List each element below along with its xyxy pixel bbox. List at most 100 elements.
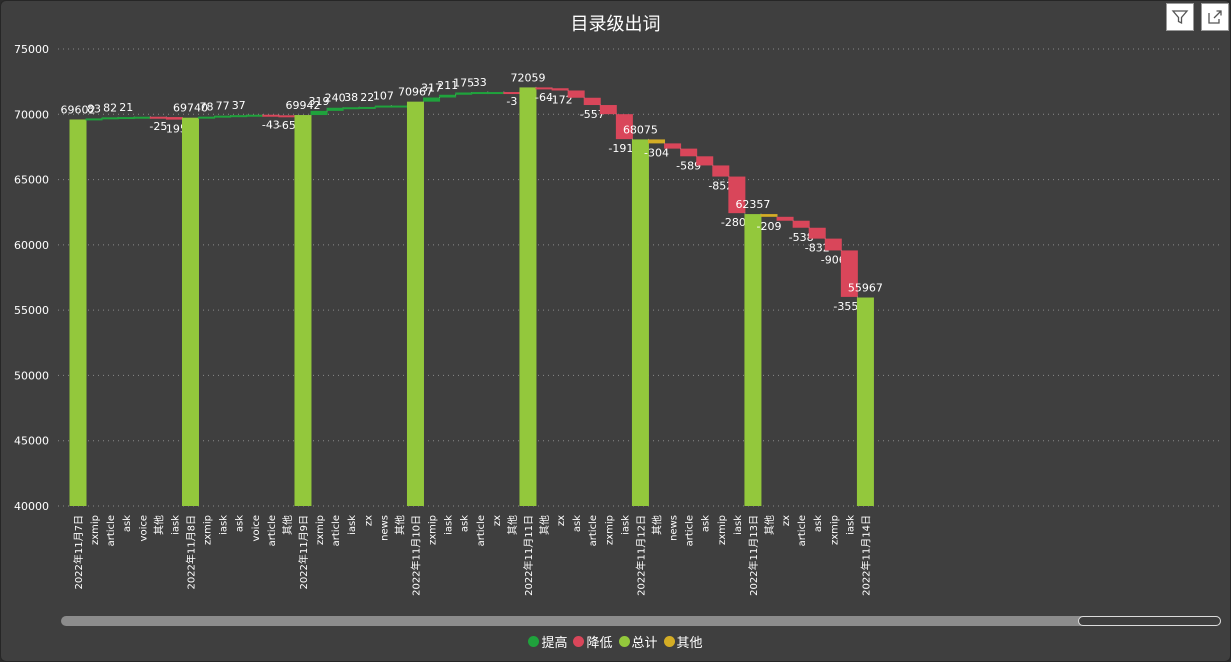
waterfall-bar bbox=[85, 118, 103, 121]
legend-dot-icon bbox=[663, 636, 675, 647]
waterfall-bar bbox=[326, 107, 344, 111]
waterfall-bar bbox=[117, 117, 135, 120]
waterfall-bar bbox=[69, 119, 87, 507]
y-tick-label: 75000 bbox=[14, 43, 49, 56]
x-tick-label: iask bbox=[733, 515, 744, 535]
legend-dot-icon bbox=[573, 636, 585, 647]
x-tick-label: iask bbox=[845, 515, 856, 535]
waterfall-bar bbox=[455, 92, 473, 95]
data-label: -557 bbox=[580, 108, 605, 121]
data-label: 78 bbox=[200, 101, 214, 114]
x-tick-label: zxmip bbox=[717, 515, 728, 545]
data-label: -172 bbox=[548, 93, 573, 106]
legend-item-increase[interactable]: 提高 bbox=[528, 632, 567, 651]
waterfall-bar bbox=[680, 148, 698, 157]
x-tick-label: iask bbox=[170, 515, 181, 535]
x-tick-label: 其他 bbox=[281, 515, 294, 535]
data-label: 69602 bbox=[61, 103, 96, 116]
x-tick-label: article bbox=[797, 515, 808, 546]
data-label: 319 bbox=[309, 95, 330, 108]
x-tick-label: zxmip bbox=[315, 515, 326, 545]
waterfall-bar bbox=[503, 92, 521, 95]
data-label: 38 bbox=[344, 91, 358, 104]
x-tick-label: 2022年11月14日 bbox=[859, 515, 872, 596]
waterfall-bar bbox=[760, 214, 778, 217]
waterfall-bar bbox=[664, 143, 682, 149]
scrollbar-thumb[interactable] bbox=[1078, 616, 1221, 626]
x-tick-label: article bbox=[106, 515, 117, 546]
x-tick-label: ask bbox=[235, 515, 246, 532]
x-tick-label: 2022年11月10日 bbox=[409, 515, 422, 596]
waterfall-bar bbox=[181, 117, 199, 506]
x-tick-label: iask bbox=[620, 515, 631, 535]
legend-item-decrease[interactable]: 降低 bbox=[573, 632, 613, 651]
data-label: 37 bbox=[232, 99, 246, 112]
x-tick-label: 其他 bbox=[651, 515, 664, 535]
horizontal-scrollbar[interactable] bbox=[61, 616, 1221, 626]
legend-dot-icon bbox=[528, 636, 540, 647]
waterfall-bar bbox=[198, 116, 216, 119]
x-tick-label: zx bbox=[492, 515, 503, 526]
x-tick-label: zxmip bbox=[604, 515, 615, 545]
export-button[interactable] bbox=[1201, 3, 1229, 31]
legend-label: 提高 bbox=[541, 636, 568, 651]
waterfall-bar bbox=[696, 156, 714, 166]
data-label: -852 bbox=[708, 180, 733, 193]
x-tick-label: iask bbox=[219, 515, 230, 535]
y-tick-label: 40000 bbox=[14, 500, 49, 513]
waterfall-bar bbox=[856, 297, 874, 506]
x-tick-label: 2022年11月9日 bbox=[297, 515, 310, 590]
data-label: 62357 bbox=[735, 198, 770, 211]
waterfall-bar bbox=[358, 106, 376, 109]
filter-button[interactable] bbox=[1166, 3, 1194, 31]
waterfall-bar bbox=[374, 105, 392, 108]
x-tick-label: article bbox=[476, 515, 487, 546]
data-label: -304 bbox=[644, 146, 669, 159]
waterfall-bar bbox=[101, 117, 119, 120]
x-tick-label: zxmip bbox=[428, 515, 439, 545]
data-label: 317 bbox=[421, 82, 442, 95]
x-tick-label: zxmip bbox=[90, 515, 101, 545]
x-tick-label: 2022年11月7日 bbox=[72, 515, 85, 590]
data-label: 72059 bbox=[510, 71, 545, 84]
y-tick-label: 65000 bbox=[14, 174, 49, 187]
waterfall-bar bbox=[599, 105, 617, 115]
x-tick-label: article bbox=[588, 515, 599, 546]
waterfall-bar bbox=[246, 114, 264, 117]
data-label: -209 bbox=[757, 220, 782, 233]
data-label: 69942 bbox=[285, 99, 320, 112]
data-label: 83 bbox=[87, 102, 101, 115]
x-tick-label: 其他 bbox=[763, 515, 776, 535]
x-tick-label: zx bbox=[781, 515, 792, 526]
legend-item-other[interactable]: 其他 bbox=[663, 632, 703, 651]
waterfall-bar bbox=[406, 101, 424, 506]
data-label: 77 bbox=[216, 100, 230, 113]
waterfall-bar bbox=[808, 227, 826, 239]
x-tick-label: article bbox=[267, 515, 278, 546]
waterfall-bar bbox=[423, 97, 441, 102]
waterfall-bar bbox=[728, 176, 746, 214]
x-tick-label: ask bbox=[813, 515, 824, 532]
y-tick-label: 60000 bbox=[14, 239, 49, 252]
data-label: -43 bbox=[262, 118, 280, 131]
waterfall-bar bbox=[648, 139, 666, 144]
waterfall-bar bbox=[262, 114, 280, 117]
x-tick-label: zx bbox=[363, 515, 374, 526]
legend-dot-icon bbox=[618, 636, 630, 647]
x-tick-label: zxmip bbox=[203, 515, 214, 545]
waterfall-bar bbox=[165, 117, 183, 120]
waterfall-bar bbox=[278, 115, 296, 118]
legend-item-total[interactable]: 总计 bbox=[618, 632, 658, 651]
y-tick-label: 55000 bbox=[14, 304, 49, 317]
x-tick-label: voice bbox=[251, 515, 262, 541]
x-tick-label: 其他 bbox=[393, 515, 406, 535]
data-label: 107 bbox=[373, 90, 394, 103]
data-label: -589 bbox=[676, 159, 701, 172]
x-tick-label: ask bbox=[701, 515, 712, 532]
x-tick-label: 2022年11月13日 bbox=[747, 515, 760, 596]
waterfall-bar bbox=[631, 139, 649, 506]
x-tick-label: 其他 bbox=[538, 515, 551, 535]
waterfall-bar bbox=[535, 87, 553, 90]
waterfall-bar bbox=[294, 115, 312, 506]
